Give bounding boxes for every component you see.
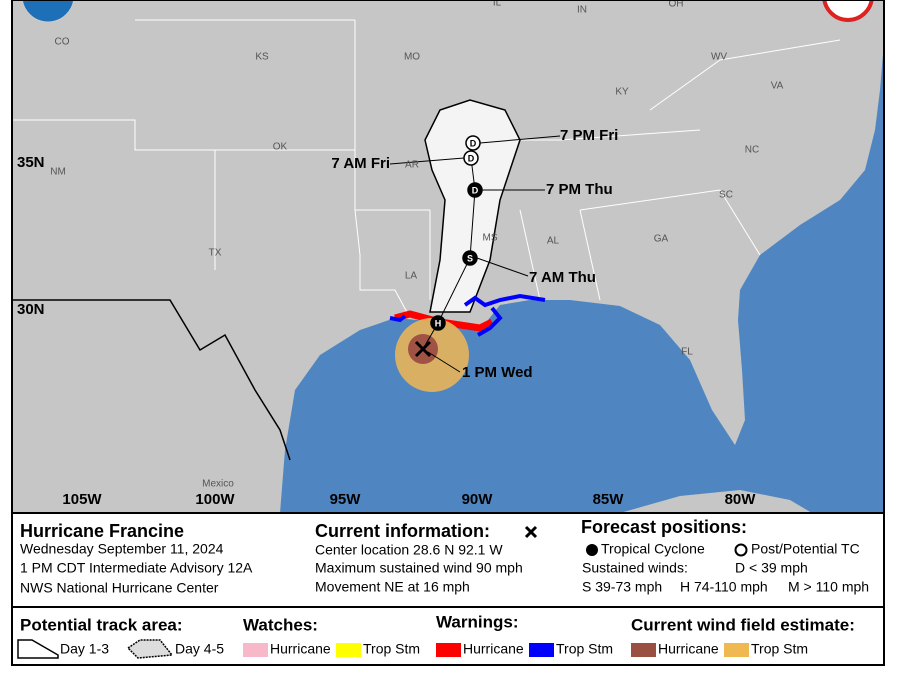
- winds-s: S 39-73 mph: [582, 579, 662, 595]
- forecast-symbol: D: [472, 185, 479, 195]
- leader-lines: [389, 135, 561, 373]
- forecast-time: 7 AM Thu: [529, 269, 596, 286]
- region-label: LA: [405, 271, 418, 282]
- region-label: WV: [711, 52, 727, 63]
- winds-h: H 74-110 mph: [680, 579, 768, 595]
- storm-date: Wednesday September 11, 2024: [20, 541, 224, 557]
- region-label: VA: [771, 81, 784, 92]
- region-label: MO: [404, 52, 420, 63]
- winds-d: D < 39 mph: [735, 560, 808, 576]
- day45-label: Day 4-5: [175, 641, 224, 657]
- ts-field-swatch: [724, 643, 749, 657]
- map: CO KS MO IL IN OH WV KY VA OK AR NC SC GA AL MS LA TX NM FL…: [12, 0, 884, 513]
- region-label: MS: [483, 233, 498, 244]
- wind-field-title: Current wind field estimate:: [631, 615, 855, 634]
- hurricane-warning-swatch: [436, 643, 461, 657]
- post-icon: [734, 543, 748, 557]
- forecast-marker: [467, 182, 483, 198]
- winds-label: Sustained winds:: [582, 560, 688, 576]
- day45-icon: [126, 639, 174, 659]
- top-left-logo: [21, 0, 75, 23]
- tropical-icon: [586, 544, 598, 556]
- forecast-time: 7 PM Thu: [546, 181, 613, 198]
- region-label: OH: [669, 0, 684, 10]
- region-label: SC: [719, 190, 733, 201]
- track-title: Potential track area:: [20, 615, 183, 634]
- advisory: 1 PM CDT Intermediate Advisory 12A: [20, 560, 253, 576]
- longitude-label: 100W: [195, 491, 235, 508]
- forecast-marker: [463, 150, 479, 166]
- longitude-label: 105W: [62, 491, 102, 508]
- current-location: Center location 28.6 N 92.1 W: [315, 542, 503, 558]
- longitude-label: 85W: [593, 491, 625, 508]
- wind-field-label: Trop Stm: [751, 641, 808, 657]
- region-label: NC: [745, 145, 759, 156]
- latitude-label: 30N: [17, 301, 45, 318]
- current-time: 1 PM Wed: [462, 364, 533, 381]
- post-label: Post/Potential TC: [751, 541, 860, 557]
- current-title: Current information:: [315, 521, 490, 541]
- wind-field-label: Hurricane: [658, 641, 719, 657]
- tropical-label: Tropical Cyclone: [601, 541, 705, 557]
- ocean: [280, 42, 884, 513]
- current-wind: Maximum sustained wind 90 mph: [315, 560, 523, 576]
- hurricane-field-swatch: [631, 643, 656, 657]
- winds-m: M > 110 mph: [788, 579, 869, 595]
- forecast-symbol: D: [470, 138, 477, 148]
- region-label: IN: [577, 5, 587, 16]
- top-right-logo: [822, 0, 874, 22]
- agency: NWS National Hurricane Center: [20, 580, 219, 596]
- region-label: CO: [55, 37, 70, 48]
- region-label: Mexico: [202, 479, 234, 490]
- us-mexico-border: [12, 299, 291, 461]
- forecast-symbol: S: [467, 253, 473, 263]
- region-label: FL: [681, 347, 693, 358]
- region-label: AL: [547, 236, 560, 247]
- day13-label: Day 1-3: [60, 641, 109, 657]
- tropical-storm-warning: [463, 293, 546, 308]
- region-label: TX: [209, 248, 222, 259]
- forecast-symbol: H: [435, 318, 442, 328]
- forecast-marker: [462, 250, 478, 266]
- tropical-storm-warning: [389, 314, 407, 323]
- cone-day-1-3: [424, 99, 521, 313]
- latitude-label: 35N: [17, 154, 45, 171]
- warnings-title: Warnings:: [436, 612, 518, 631]
- cuba: [620, 490, 812, 513]
- warning-label: Trop Stm: [556, 641, 613, 657]
- watch-label: Trop Stm: [363, 641, 420, 657]
- forecast-title: Forecast positions:: [581, 517, 747, 537]
- current-icon: [524, 525, 538, 539]
- day13-icon: [17, 639, 59, 659]
- region-label: KY: [615, 87, 629, 98]
- longitude-label: 90W: [462, 491, 494, 508]
- forecast-marker: [430, 315, 446, 331]
- forecast-symbol: D: [468, 153, 475, 163]
- ts-warning-swatch: [529, 643, 554, 657]
- longitude-label: 80W: [725, 491, 757, 508]
- current-movement: Movement NE at 16 mph: [315, 579, 470, 595]
- region-label: KS: [255, 52, 269, 63]
- watch-label: Hurricane: [270, 641, 331, 657]
- state-borders: [12, 19, 841, 319]
- region-label: OK: [273, 142, 288, 153]
- forecast-time: 7 PM Fri: [560, 127, 618, 144]
- forecast-marker: [465, 135, 481, 151]
- region-label: NM: [50, 167, 66, 178]
- storm-name: Hurricane Francine: [20, 521, 184, 541]
- watches-title: Watches:: [243, 615, 318, 634]
- tropical-storm-warning: [476, 306, 503, 337]
- region-label: GA: [654, 234, 669, 245]
- hurricane-watch-swatch: [243, 643, 268, 657]
- ts-watch-swatch: [336, 643, 361, 657]
- warning-label: Hurricane: [463, 641, 524, 657]
- forecast-time: 7 AM Fri: [331, 155, 390, 172]
- region-label: IL: [493, 0, 502, 9]
- region-label: AR: [405, 160, 419, 171]
- longitude-label: 95W: [330, 491, 362, 508]
